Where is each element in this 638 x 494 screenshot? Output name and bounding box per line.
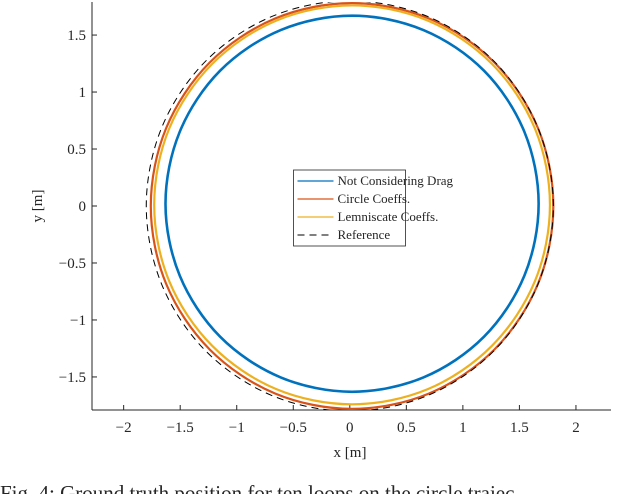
y-tick-label: 0 <box>79 199 87 215</box>
x-tick-label: −2 <box>116 420 132 436</box>
y-tick-label: 1.5 <box>67 28 86 44</box>
y-tick-label: −0.5 <box>59 256 86 272</box>
legend-label: Not Considering Drag <box>338 173 454 188</box>
y-tick-label: −1.5 <box>59 370 86 386</box>
caption: Fig. 4: Ground truth position for ten lo… <box>0 481 514 494</box>
legend-label: Circle Coeffs. <box>338 191 411 206</box>
series-line <box>145 2 554 410</box>
series-line <box>164 14 540 394</box>
legend-box <box>293 169 406 247</box>
legend-label: Reference <box>338 227 391 242</box>
x-tick-label: −1 <box>229 420 245 436</box>
x-tick-label: 2 <box>572 420 580 436</box>
x-tick-label: 1.5 <box>510 420 529 436</box>
y-tick-label: 1 <box>79 85 87 101</box>
x-tick-label: −1.5 <box>167 420 194 436</box>
x-tick-label: −0.5 <box>280 420 307 436</box>
series-line <box>153 4 552 406</box>
x-tick-label: 0.5 <box>397 420 416 436</box>
y-tick-label: −1 <box>70 313 86 329</box>
x-axis-label: x [m] <box>334 445 367 461</box>
x-tick-label: 1 <box>459 420 467 436</box>
legend-label: Lemniscate Coeffs. <box>338 209 439 224</box>
x-tick-label: 0 <box>346 420 354 436</box>
y-axis-label: y [m] <box>30 190 46 223</box>
series-line <box>149 2 555 410</box>
plot-area <box>145 2 555 410</box>
y-tick-label: 0.5 <box>67 142 86 158</box>
